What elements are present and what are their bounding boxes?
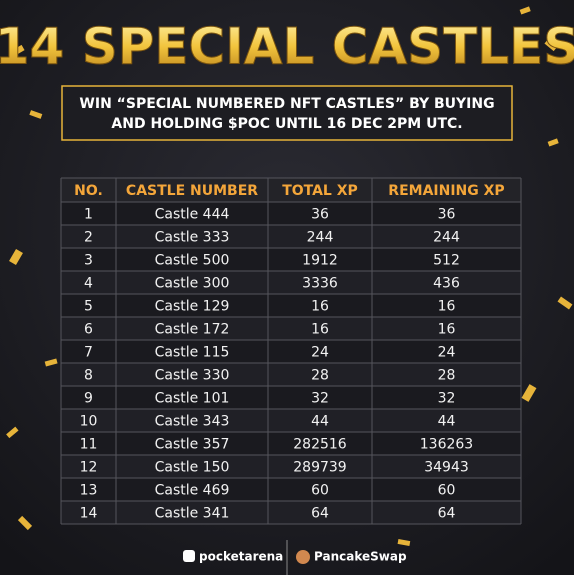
cell: 512 <box>433 253 460 269</box>
brand: pocketarena <box>199 550 283 564</box>
table-header-bg <box>61 178 521 202</box>
column-header: NO. <box>74 183 103 199</box>
cell: Castle 444 <box>155 207 230 223</box>
cell: 13 <box>80 483 98 499</box>
row-bg <box>61 202 521 225</box>
cell: 3 <box>84 253 93 269</box>
cell: 32 <box>438 391 456 407</box>
cell: 11 <box>80 437 98 453</box>
cell: 16 <box>438 322 456 338</box>
cell: 16 <box>311 322 329 338</box>
cell: 14 <box>80 506 98 522</box>
cell: Castle 357 <box>155 437 230 453</box>
cell: 44 <box>438 414 456 430</box>
row-bg <box>61 386 521 409</box>
cell: 36 <box>311 207 329 223</box>
brand: PancakeSwap <box>314 550 407 564</box>
cell: 10 <box>80 414 98 430</box>
cell: 64 <box>438 506 456 522</box>
pancakeswap-logo <box>296 550 310 564</box>
column-header: CASTLE NUMBER <box>126 183 258 199</box>
cell: 289739 <box>293 460 346 476</box>
row-bg <box>61 501 521 524</box>
cell: Castle 115 <box>155 345 230 361</box>
cell: 28 <box>311 368 329 384</box>
cell: 3336 <box>302 276 338 292</box>
cell: 16 <box>438 299 456 315</box>
confetti <box>6 6 573 546</box>
cell: Castle 341 <box>155 506 230 522</box>
cell: 5 <box>84 299 93 315</box>
cell: 244 <box>433 230 460 246</box>
row-bg <box>61 455 521 478</box>
cell: Castle 150 <box>155 460 230 476</box>
row-bg <box>61 271 521 294</box>
title: 14 SPECIAL CASTLES <box>0 18 574 76</box>
cell: 28 <box>438 368 456 384</box>
cell: 4 <box>84 276 93 292</box>
pocketarena-logo <box>183 550 195 562</box>
cell: 60 <box>438 483 456 499</box>
subtitle-box <box>61 85 513 141</box>
cell: Castle 101 <box>155 391 230 407</box>
cell: 1 <box>84 207 93 223</box>
cell: Castle 343 <box>155 414 230 430</box>
cell: Castle 500 <box>155 253 230 269</box>
row-bg <box>61 432 521 455</box>
cell: 436 <box>433 276 460 292</box>
cell: 136263 <box>420 437 473 453</box>
cell: 7 <box>84 345 93 361</box>
row-bg <box>61 478 521 501</box>
row-bg <box>61 294 521 317</box>
cell: 34943 <box>424 460 469 476</box>
cell: Castle 469 <box>155 483 230 499</box>
table: NO. CASTLE NUMBER TOTAL XP REMAINING XP 1 Cas… <box>60 177 522 525</box>
row-bg <box>61 248 521 271</box>
cell: 44 <box>311 414 329 430</box>
cell: 60 <box>311 483 329 499</box>
cell: 282516 <box>293 437 347 453</box>
cell: 6 <box>84 322 93 338</box>
cell: Castle 129 <box>155 299 230 315</box>
cell: 2 <box>84 230 93 246</box>
cell: 64 <box>311 506 329 522</box>
cell: Castle 300 <box>155 276 230 292</box>
row-bg <box>61 225 521 248</box>
cell: 244 <box>307 230 334 246</box>
cell: 8 <box>84 368 93 384</box>
cell: 16 <box>311 299 329 315</box>
cell: 12 <box>80 460 98 476</box>
column-header: TOTAL XP <box>282 183 358 199</box>
row-bg <box>61 409 521 432</box>
subtitle-line: AND HOLDING $POC UNTIL 16 DEC 2PM UTC. <box>111 116 462 132</box>
cell: Castle 172 <box>155 322 230 338</box>
subtitle-line: WIN “SPECIAL NUMBERED NFT CASTLES” BY BU… <box>79 96 494 112</box>
cell: Castle 333 <box>155 230 230 246</box>
cell: Castle 330 <box>155 368 230 384</box>
column-header: REMAINING XP <box>388 183 504 199</box>
cell: 24 <box>311 345 329 361</box>
cell: 24 <box>438 345 456 361</box>
cell: 1912 <box>302 253 338 269</box>
cell: 32 <box>311 391 329 407</box>
cell: 36 <box>438 207 456 223</box>
row-bg <box>61 363 521 386</box>
cell: 9 <box>84 391 93 407</box>
row-bg <box>61 317 521 340</box>
row-bg <box>61 340 521 363</box>
